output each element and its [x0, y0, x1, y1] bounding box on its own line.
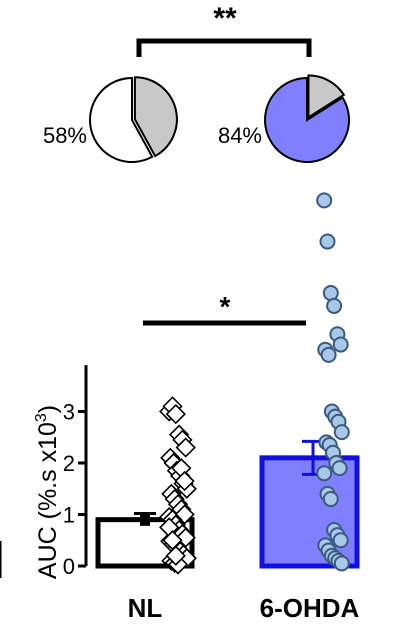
- point-6ohda: [332, 532, 349, 549]
- pie-slice-nl-1: [89, 76, 154, 163]
- y-tick-label-0: 0: [63, 554, 75, 579]
- y-tick-label-2: 2: [63, 451, 75, 476]
- point-6ohda: [322, 285, 339, 302]
- bar-significance-group: *: [143, 291, 306, 326]
- pie-significance-group: **: [136, 2, 312, 57]
- point-6ohda: [319, 233, 336, 250]
- point-6ohda: [332, 336, 349, 353]
- point-6ohda: [331, 460, 348, 477]
- pie-significance-label: **: [213, 2, 237, 35]
- x-label-nl: NL: [128, 593, 163, 623]
- y-axis: 0 1 2 3: [63, 365, 88, 579]
- point-nl: [174, 470, 195, 492]
- pie-percent-label-nl: 58%: [43, 123, 87, 148]
- point-nl: [165, 545, 186, 566]
- pie-slice-nl-0: [133, 76, 178, 158]
- x-axis-labels: NL 6-OHDA: [128, 593, 360, 623]
- pie-slice-6-ohda-0: [307, 74, 346, 120]
- pie-charts: 58% 84%: [43, 74, 350, 163]
- point-nl: [175, 437, 196, 458]
- pie-significance-bracket: [136, 38, 312, 57]
- x-label-6ohda: 6-OHDA: [260, 593, 360, 623]
- y-tick-label-1: 1: [63, 503, 75, 528]
- pie-slice-6-ohda-1: [264, 76, 350, 163]
- point-6ohda: [316, 465, 333, 482]
- point-6ohda: [333, 424, 350, 441]
- point-6ohda: [320, 346, 337, 363]
- y-tick-label-3: 3: [63, 400, 75, 425]
- point-6ohda: [316, 192, 333, 209]
- data-points: [159, 192, 350, 575]
- point-6ohda: [333, 555, 350, 572]
- point-nl: [165, 403, 186, 425]
- pie-percent-label-6-ohda: 84%: [218, 123, 262, 148]
- y-axis-title: AUC (%.s x103): [33, 405, 62, 579]
- bar-significance-label: *: [220, 291, 231, 322]
- point-6ohda: [322, 491, 339, 508]
- point-6ohda: [326, 297, 343, 314]
